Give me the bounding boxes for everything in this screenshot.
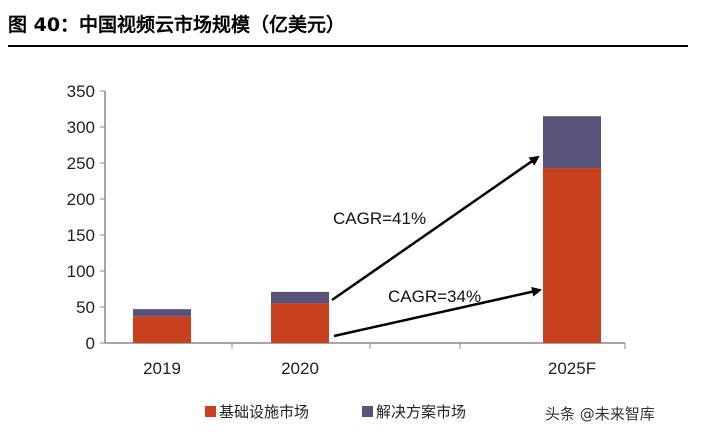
- y-tick-label: 200: [67, 190, 95, 209]
- legend-label: 解决方案市场: [376, 403, 466, 421]
- y-tick-label: 0: [86, 334, 95, 353]
- cagr-label-infra: CAGR=34%: [388, 287, 481, 306]
- legend-swatch: [205, 406, 216, 417]
- y-tick-label: 350: [67, 82, 95, 101]
- title-rule: [8, 45, 688, 47]
- x-tick-label: 2020: [281, 359, 319, 378]
- bar-2025F-解决方案市场: [543, 116, 601, 169]
- bar-2020-基础设施市场: [271, 303, 329, 343]
- y-tick-label: 100: [67, 262, 95, 281]
- legend-label: 基础设施市场: [219, 403, 309, 421]
- chart-title: 图 40：中国视频云市场规模（亿美元）: [8, 14, 346, 36]
- y-tick-label: 300: [67, 118, 95, 137]
- bar-2019-基础设施市场: [133, 316, 191, 343]
- x-tick-label: 2025F: [548, 359, 596, 378]
- x-tick-label: 2019: [143, 359, 181, 378]
- legend-swatch: [362, 406, 373, 417]
- bar-2019-解决方案市场: [133, 309, 191, 317]
- cagr-arrow-total: [331, 155, 540, 302]
- y-tick-label: 250: [67, 154, 95, 173]
- y-tick-label: 150: [67, 226, 95, 245]
- y-tick-label: 50: [76, 298, 95, 317]
- bar-2025F-基础设施市场: [543, 168, 601, 343]
- cagr-arrow-infra: [333, 286, 542, 338]
- bar-2020-解决方案市场: [271, 291, 329, 304]
- cagr-label-total: CAGR=41%: [333, 209, 426, 228]
- watermark: 头条 @未来智库: [545, 405, 655, 423]
